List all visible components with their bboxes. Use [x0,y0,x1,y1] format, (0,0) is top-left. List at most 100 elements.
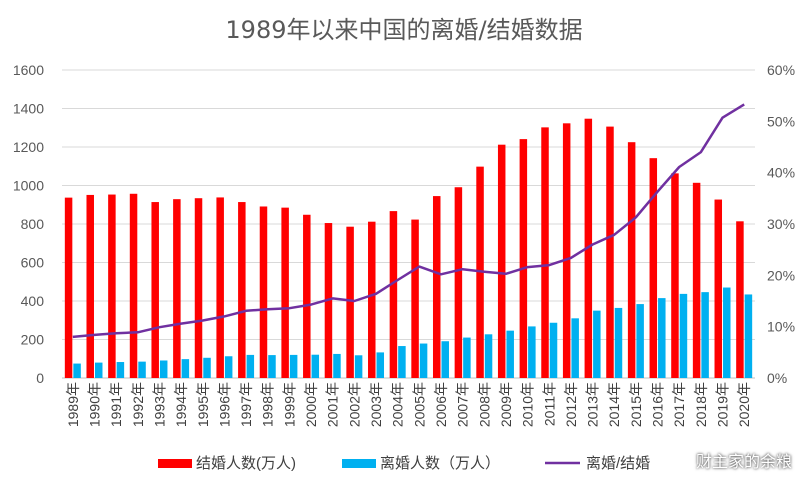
y-right-tick-label: 50% [767,113,795,129]
bar-marriage [368,221,376,378]
x-tick-label: 2020年 [736,382,752,427]
bar-divorce [376,352,385,378]
bar-marriage [736,221,744,378]
bar-marriage [606,126,614,378]
bar-marriage [454,187,463,378]
bar-divorce [658,298,666,378]
bar-marriage [692,182,701,378]
bar-marriage [238,202,246,378]
x-tick-label: 2010年 [520,382,536,427]
series-line-ratio [72,103,745,339]
x-tick-label: 2000年 [303,382,319,427]
bar-marriage [562,123,571,378]
x-tick-label: 1999年 [281,382,297,427]
x-tick-label: 1990年 [86,382,102,427]
y-right-tick-label: 10% [767,319,795,335]
x-tick-label: 2003年 [368,382,384,427]
y-right-tick-label: 0% [767,370,787,386]
bar-divorce [441,341,449,378]
bar-marriage [497,144,506,378]
x-tick-label: 1997年 [238,382,254,427]
bar-marriage [411,219,419,378]
bar-divorce [484,334,493,378]
bar-divorce [723,287,731,378]
x-tick-label: 2019年 [715,382,731,427]
y-right-tick-label: 40% [767,165,795,181]
bar-marriage [259,206,268,378]
y-left-tick-label: 1400 [13,101,44,117]
bar-marriage [519,139,528,378]
bar-divorce [419,343,428,378]
bar-marriage [173,199,181,378]
bar-divorce [463,337,471,378]
x-tick-label: 2011年 [541,382,557,426]
x-tick-label: 1992年 [130,382,146,427]
legend-label-marriage: 结婚人数(万人) [196,455,296,472]
bar-divorce [614,307,623,378]
bar-divorce [116,362,125,378]
bar-divorce [549,322,558,378]
x-tick-label: 1993年 [151,382,167,427]
x-tick-label: 2016年 [650,382,666,427]
bar-marriage [649,158,658,378]
legend-label-divorce: 离婚人数（万人） [380,455,500,472]
x-tick-label: 1991年 [108,382,124,427]
bar-marriage [346,226,354,378]
legend-swatch-divorce [342,459,376,468]
bar-divorce [679,293,688,378]
x-tick-label: 2009年 [498,382,514,427]
x-tick-label: 2014年 [606,382,622,427]
y-left-tick-label: 200 [21,332,45,348]
x-tick-label: 2018年 [693,382,709,427]
bar-marriage [216,197,224,378]
y-left-tick-label: 600 [21,255,45,271]
legend-swatch-marriage [158,459,192,468]
bar-marriage [129,193,138,378]
chart-title: 1989年以来中国的离婚/结婚数据 [225,16,582,44]
bar-divorce [636,304,644,378]
bar-divorce [289,354,298,378]
bar-marriage [281,207,289,378]
bar-marriage [151,202,159,378]
bar-marriage [64,197,73,378]
bar-divorce [94,362,103,378]
x-tick-label: 2012年 [563,382,579,427]
x-tick-label: 2013年 [585,382,601,427]
bar-divorce [528,326,536,378]
x-tick-label: 2017年 [671,382,687,427]
y-right-tick-label: 60% [767,62,795,78]
bar-divorce [593,310,601,378]
y-left-tick-label: 1200 [13,139,44,155]
bar-marriage [86,194,94,378]
bar-divorce [203,357,211,378]
bar-marriage [714,199,723,378]
x-tick-label: 2006年 [433,382,449,427]
bar-marriage [541,127,549,379]
x-tick-label: 2007年 [455,382,471,427]
bar-divorce [268,355,276,378]
bar-marriage [432,196,441,378]
bar-divorce [138,361,146,378]
bar-marriage [194,198,203,378]
bar-divorce [701,292,709,378]
y-right-tick-label: 20% [767,267,795,283]
x-tick-label: 1996年 [216,382,232,427]
y-left-tick-label: 400 [21,293,45,309]
bar-divorce [744,294,753,378]
x-tick-label: 1989年 [65,382,81,427]
x-tick-label: 1998年 [260,382,276,427]
bar-marriage [627,142,636,378]
bar-marriage [389,211,398,378]
x-tick-label: 2001年 [325,382,341,427]
bar-divorce [311,354,320,378]
bar-divorce [333,353,341,378]
legend-label-ratio: 离婚/结婚 [586,455,650,472]
bar-divorce [224,356,233,378]
x-tick-label: 1994年 [173,382,189,427]
bar-divorce [73,363,81,378]
bar-marriage [108,194,116,378]
x-tick-label: 2015年 [628,382,644,427]
bar-divorce [354,355,363,378]
